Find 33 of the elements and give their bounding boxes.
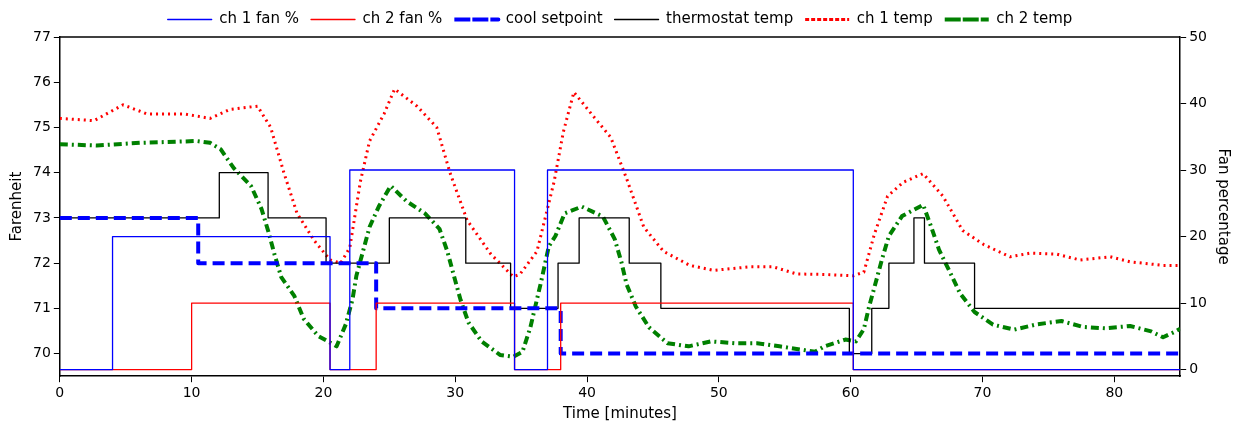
x-tick-label: 80 <box>1105 384 1124 401</box>
x-tick-label: 60 <box>841 384 860 401</box>
legend-label: thermostat temp <box>666 9 794 28</box>
legend-label: ch 2 temp <box>996 9 1073 28</box>
y2-tick-label: 0 <box>1189 360 1199 377</box>
y2-axis-title: Fan percentage <box>1215 148 1234 265</box>
x-tick-label: 10 <box>182 384 201 401</box>
x-tick-label: 20 <box>314 384 333 401</box>
x-tick-label: 40 <box>578 384 596 401</box>
x-tick-label: 70 <box>973 384 992 401</box>
legend-label: cool setpoint <box>505 9 603 28</box>
x-tick-label: 30 <box>446 384 465 401</box>
y2-tick-label: 40 <box>1189 94 1208 111</box>
x-tick-label: 50 <box>709 384 728 401</box>
y-tick-label: 72 <box>32 253 51 270</box>
legend-label: ch 2 fan % <box>362 9 443 28</box>
y2-tick-label: 30 <box>1189 160 1208 177</box>
y-tick-label: 77 <box>32 27 51 44</box>
x-axis-title: Time [minutes] <box>562 403 677 422</box>
y-tick-label: 71 <box>32 299 51 315</box>
y-tick-label: 75 <box>32 118 51 135</box>
legend-label: ch 1 temp <box>856 9 933 28</box>
x-tick-label: 0 <box>55 384 65 401</box>
y-tick-label: 73 <box>32 208 51 225</box>
y-axis-title: Farenheit <box>6 171 25 242</box>
y2-tick-label: 10 <box>1189 293 1208 310</box>
y2-tick-label: 20 <box>1189 227 1208 244</box>
y-tick-label: 76 <box>32 72 51 89</box>
legend-label: ch 1 fan % <box>219 9 300 28</box>
y-tick-label: 70 <box>32 344 51 361</box>
line-series <box>59 87 1181 279</box>
y2-tick-label: 50 <box>1189 27 1208 44</box>
y-tick-label: 74 <box>32 163 51 180</box>
